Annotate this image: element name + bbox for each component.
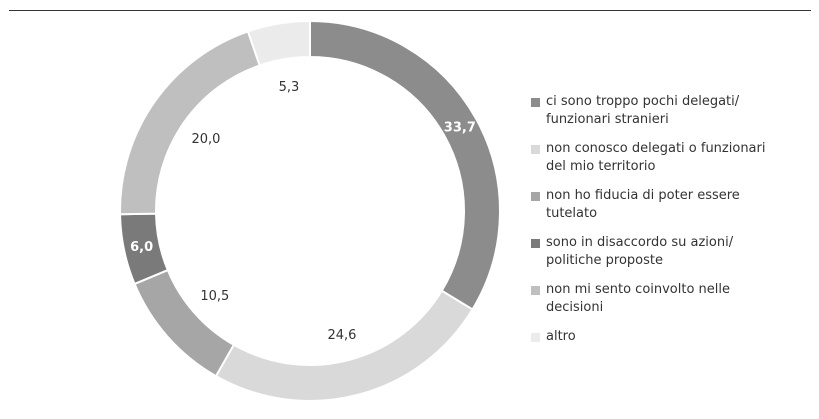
chart-legend: ci sono troppo pochi delegati/ funzionar… — [531, 93, 811, 357]
donut-slice — [214, 289, 474, 402]
donut-slice — [133, 268, 236, 378]
legend-swatch — [531, 98, 540, 107]
legend-item: non ho fiducia di poter essere tutelato — [531, 187, 811, 223]
legend-swatch — [531, 333, 540, 342]
slice-value-label: 10,5 — [200, 289, 229, 304]
legend-label: altro — [546, 329, 576, 344]
legend-label: ci sono troppo pochi delegati/ funzionar… — [546, 94, 740, 127]
slice-value-label: 20,0 — [191, 132, 220, 147]
legend-swatch — [531, 239, 540, 248]
donut-slice — [246, 19, 311, 67]
legend-label: non mi sento coinvolto nelle decisioni — [546, 282, 731, 315]
legend-swatch — [531, 286, 540, 295]
legend-item: ci sono troppo pochi delegati/ funzionar… — [531, 93, 811, 129]
slice-value-label: 6,0 — [130, 240, 153, 255]
legend-item: altro — [531, 328, 811, 346]
legend-swatch — [531, 145, 540, 154]
slice-value-label: 24,6 — [327, 328, 356, 343]
donut-slice — [309, 19, 501, 311]
legend-item: non mi sento coinvolto nelle decisioni — [531, 281, 811, 317]
legend-label: non conosco delegati o funzionari del mi… — [546, 141, 766, 174]
donut-slice — [119, 30, 261, 216]
slice-value-label: 33,7 — [444, 121, 476, 136]
legend-swatch — [531, 192, 540, 201]
top-rule — [9, 10, 811, 11]
legend-item: non conosco delegati o funzionari del mi… — [531, 140, 811, 176]
legend-item: sono in disaccordo su azioni/ politiche … — [531, 234, 811, 270]
legend-label: sono in disaccordo su azioni/ politiche … — [546, 235, 734, 268]
legend-label: non ho fiducia di poter essere tutelato — [546, 188, 740, 221]
slice-value-label: 5,3 — [279, 80, 300, 95]
